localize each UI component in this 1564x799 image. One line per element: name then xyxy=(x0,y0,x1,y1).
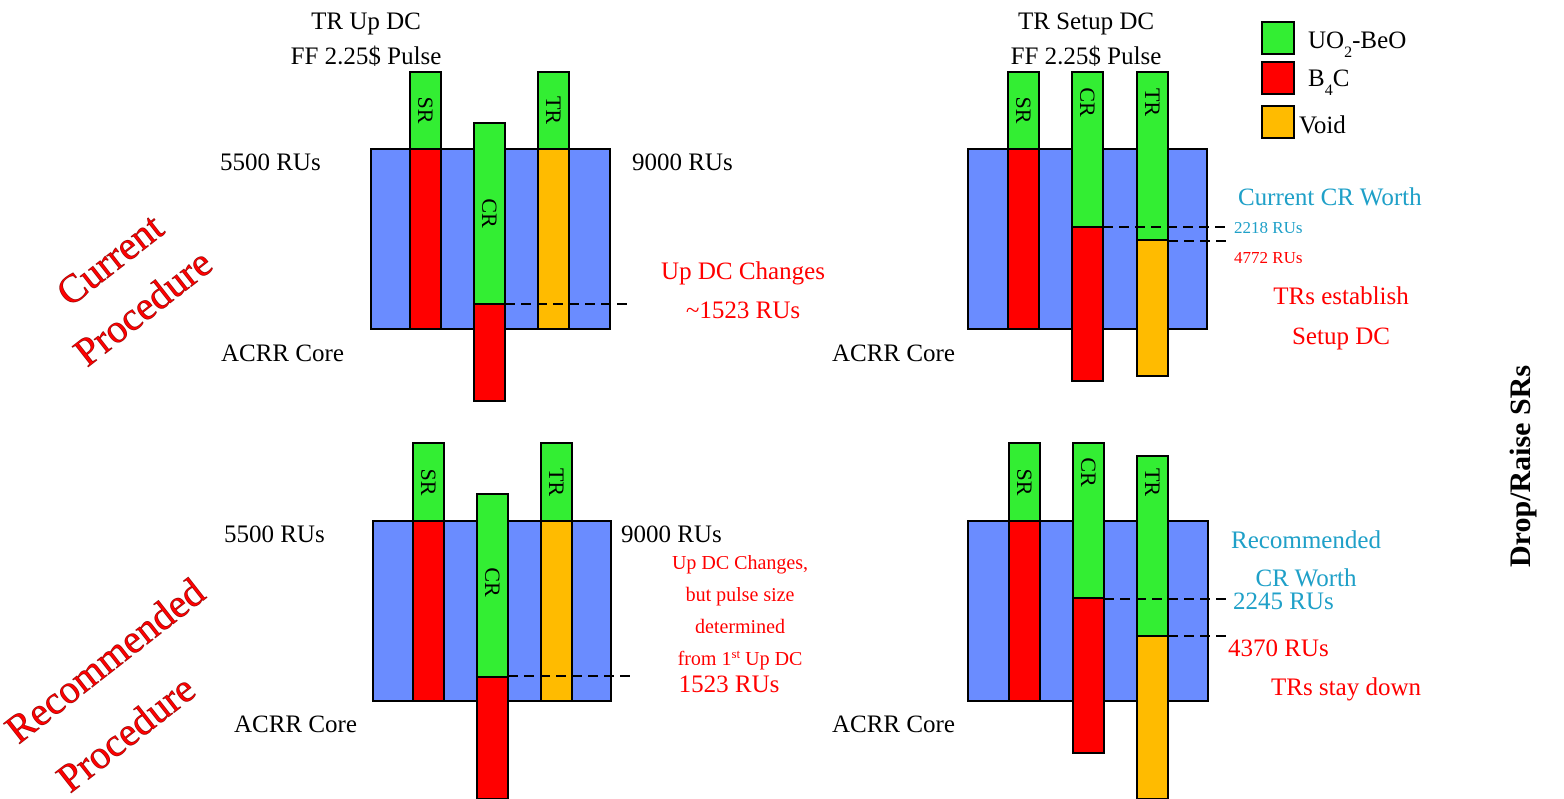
sr-rod-absorber xyxy=(412,520,445,702)
panel-recommended-up-dc: SR CR TR 5500 RUs 9000 RUs ACRR Core Up … xyxy=(224,442,808,799)
up-note-line2: but pulse size xyxy=(686,584,795,606)
panel-current-up-dc: SR CR TR 5500 RUs 9000 RUs ACRR Core Up … xyxy=(220,71,825,402)
tr-rod-fuel xyxy=(537,71,570,150)
cr-rod-absorber xyxy=(473,303,506,402)
tr-rod-void xyxy=(1136,239,1169,377)
cr-worth-value: 2245 RUs xyxy=(1233,588,1334,615)
tr-rod-fuel xyxy=(1136,455,1169,637)
right-value: 9000 RUs xyxy=(632,149,733,176)
sr-rod: SR xyxy=(409,71,442,330)
tr-worth-value: 4370 RUs xyxy=(1228,635,1329,662)
sr-rod-fuel xyxy=(412,442,445,522)
tr-rod-label: TR xyxy=(544,468,569,496)
worth-title-line1: Recommended xyxy=(1231,527,1381,554)
tr-rod-fuel xyxy=(540,442,573,522)
legend-swatch-void xyxy=(1261,105,1295,139)
sr-rod: SR xyxy=(412,442,445,702)
sr-rod: SR xyxy=(1007,71,1040,330)
core-label: ACRR Core xyxy=(234,711,357,738)
cr-rod-label: CR xyxy=(1076,457,1101,487)
up-dc-title-line1: TR Up DC xyxy=(311,8,421,35)
panel-recommended-setup-dc: SR CR TR ACRR Core Recommended CR Worth … xyxy=(832,442,1422,799)
up-note-line1: Up DC Changes, xyxy=(672,552,808,574)
sr-rod-absorber xyxy=(409,148,442,330)
drop-raise-srs-label: Drop/Raise SRs xyxy=(1504,365,1537,567)
sr-rod-label: SR xyxy=(1012,469,1037,496)
legend-label-void: Void xyxy=(1299,112,1346,139)
tr-rod-label: TR xyxy=(1140,88,1165,116)
cr-rod: CR xyxy=(1072,442,1105,754)
tr-rod-label: TR xyxy=(541,96,566,124)
cr-rod-label: CR xyxy=(1075,87,1100,117)
setup-note: TRs stay down xyxy=(1271,674,1422,701)
legend-label-uo2-beo: UO2-BeO xyxy=(1308,27,1406,61)
tr-rod: TR xyxy=(537,71,570,330)
legend-swatch-uo2-beo xyxy=(1261,21,1295,55)
legend-item-b4c: B4C xyxy=(1261,61,1349,99)
sr-rod-label: SR xyxy=(1011,97,1036,124)
tr-rod: TR xyxy=(540,442,573,702)
current-procedure-label: Current Procedure xyxy=(47,204,220,376)
sr-rod-label: SR xyxy=(413,97,438,124)
tr-rod: TR xyxy=(1136,455,1169,799)
cr-rod-fuel xyxy=(476,493,509,678)
up-dc-title-line2: FF 2.25$ Pulse xyxy=(291,43,442,70)
core-label: ACRR Core xyxy=(832,340,955,367)
tr-worth-value: 4772 RUs xyxy=(1234,248,1302,267)
cr-rod-absorber xyxy=(1072,597,1105,754)
tr-rod-void xyxy=(1136,635,1169,799)
setup-dc-title-line1: TR Setup DC xyxy=(1018,8,1154,35)
sr-rod-label: SR xyxy=(416,469,441,496)
legend-label-b4c: B4C xyxy=(1308,65,1349,99)
legend: UO2-BeO B4C Void xyxy=(1261,21,1406,139)
tr-rod-void xyxy=(540,520,573,702)
cr-rod: CR xyxy=(476,493,509,799)
tr-rod-fuel xyxy=(1136,71,1169,241)
change-note-line1: Up DC Changes xyxy=(661,258,825,285)
tr-rod-void xyxy=(537,148,570,330)
cr-rod-absorber xyxy=(476,676,509,799)
cr-rod-fuel xyxy=(1071,71,1104,228)
up-dc-column-title: TR Up DC FF 2.25$ Pulse xyxy=(291,8,442,70)
setup-note-line2: Setup DC xyxy=(1292,323,1390,350)
right-value: 9000 RUs xyxy=(621,521,722,548)
left-value: 5500 RUs xyxy=(220,149,321,176)
sr-rod-absorber xyxy=(1008,520,1041,702)
cr-rod-absorber xyxy=(1071,226,1104,382)
left-value: 5500 RUs xyxy=(224,521,325,548)
core-label: ACRR Core xyxy=(832,711,955,738)
cr-rod-fuel xyxy=(1072,442,1105,599)
cr-rod: CR xyxy=(1071,71,1104,382)
sr-rod: SR xyxy=(1008,442,1041,702)
cr-rod: CR xyxy=(473,122,506,402)
up-value: 1523 RUs xyxy=(679,671,780,698)
panel-current-setup-dc: SR CR TR ACRR Core Current CR Worth 2218… xyxy=(832,71,1422,382)
legend-item-void: Void xyxy=(1261,105,1346,139)
core-label: ACRR Core xyxy=(221,340,344,367)
sr-rod-absorber xyxy=(1007,148,1040,330)
cr-rod-label: CR xyxy=(480,567,505,597)
setup-dc-title-line2: FF 2.25$ Pulse xyxy=(1011,43,1162,70)
worth-title-line2: CR Worth xyxy=(1255,565,1357,592)
setup-note-line1: TRs establish xyxy=(1273,283,1409,310)
tr-rod: TR xyxy=(1136,71,1169,377)
legend-swatch-b4c xyxy=(1261,61,1295,95)
change-note-line2: ~1523 RUs xyxy=(686,297,800,324)
recommended-procedure-label: Recommended Procedure xyxy=(0,568,213,799)
cr-rod-label: CR xyxy=(477,198,502,228)
setup-dc-column-title: TR Setup DC FF 2.25$ Pulse xyxy=(1011,8,1162,70)
legend-item-uo2-beo: UO2-BeO xyxy=(1261,21,1406,61)
up-note-line3: determined xyxy=(695,616,785,638)
sr-rod-fuel xyxy=(1007,71,1040,150)
up-note-line4: from 1st Up DC xyxy=(678,646,803,671)
tr-rod-label: TR xyxy=(1140,468,1165,496)
cr-worth-value: 2218 RUs xyxy=(1234,218,1302,237)
worth-title: Current CR Worth xyxy=(1238,184,1422,211)
